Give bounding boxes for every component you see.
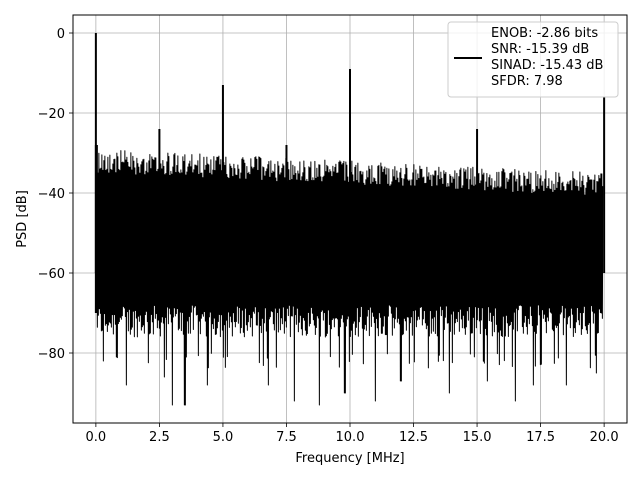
- x-tick-label: 2.5: [149, 430, 170, 445]
- x-axis-ticks: 0.0 2.5 5.0 7.5 10.0 12.5 15.0 17.5 20.0: [86, 423, 619, 445]
- x-tick-label: 20.0: [590, 430, 619, 445]
- y-axis-label: PSD [dB]: [15, 190, 30, 248]
- spike-group: [94, 33, 606, 313]
- y-axis-ticks: 0 −20 −40 −60 −80: [38, 27, 73, 362]
- x-tick-label: 12.5: [399, 430, 428, 445]
- plot-area: [94, 33, 606, 406]
- legend-entry: SNR: -15.39 dB: [491, 42, 589, 57]
- x-tick-label: 10.0: [336, 430, 365, 445]
- x-tick-label: 7.5: [276, 430, 297, 445]
- y-tick-label: −20: [38, 107, 65, 122]
- legend-entry: SFDR: 7.98: [491, 74, 563, 89]
- dc-region: [94, 145, 98, 313]
- x-tick-label: 5.0: [213, 430, 234, 445]
- x-tick-label: 0.0: [86, 430, 107, 445]
- y-tick-label: −80: [38, 347, 65, 362]
- x-tick-label: 17.5: [526, 430, 555, 445]
- x-tick-label: 15.0: [463, 430, 492, 445]
- legend-box: [447, 21, 619, 98]
- y-tick-label: 0: [57, 27, 65, 42]
- y-tick-label: −40: [38, 187, 65, 202]
- x-axis-label: Frequency [MHz]: [295, 451, 404, 466]
- legend-entry: ENOB: -2.86 bits: [491, 26, 598, 41]
- y-tick-label: −60: [38, 267, 65, 282]
- legend-entry: SINAD: -15.43 dB: [491, 58, 603, 73]
